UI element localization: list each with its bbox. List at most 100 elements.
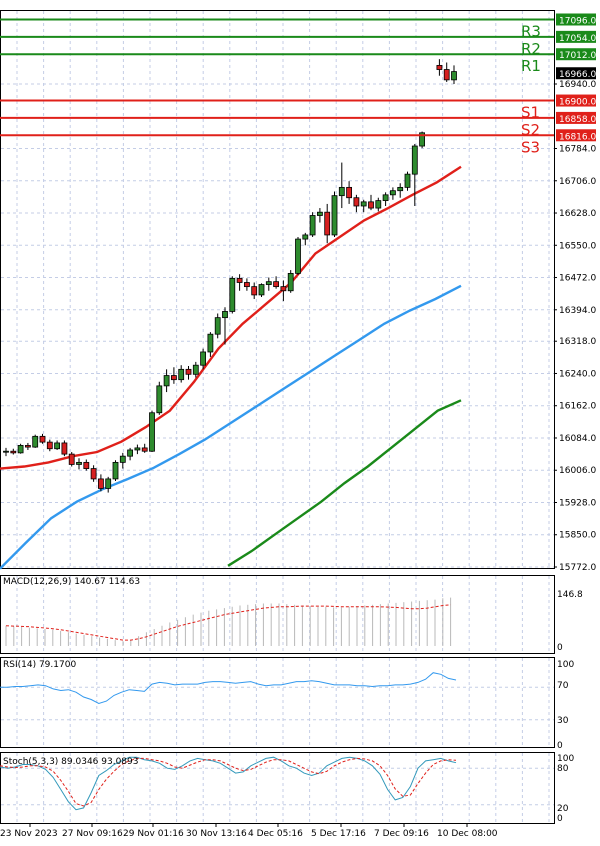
- rsi-scale-30: 30: [557, 716, 569, 726]
- candle-body-2: [17, 445, 24, 454]
- candle-body-60: [451, 71, 457, 81]
- candle-body-27: [200, 351, 207, 366]
- ma-slow-line: [227, 399, 462, 567]
- candle-body-38: [280, 286, 287, 292]
- candle-body-34: [251, 286, 258, 296]
- candle-body-12: [90, 468, 97, 480]
- price-tick-label-1: 16784.0: [559, 145, 596, 155]
- rsi-line: [0, 672, 457, 705]
- candle-body-48: [353, 197, 360, 207]
- candle-body-28: [207, 333, 214, 353]
- candle-body-19: [141, 447, 148, 452]
- price-axis: 16940.0 16784.0 16706.0 16628.0 16550.0 16472…: [554, 67, 596, 573]
- candle-body-20: [149, 412, 155, 452]
- candle-body-47: [346, 186, 353, 199]
- candle-body-23: [170, 375, 177, 381]
- price-tick-label-0: 16940.0: [559, 80, 596, 90]
- stoch-scale-0: 0: [557, 814, 563, 824]
- macd-title: MACD(12,26,9) 140.67 114.63: [3, 577, 140, 587]
- price-tick-label-7: 16318.0: [559, 337, 596, 347]
- candle-body-15: [112, 461, 119, 480]
- macd-scale-zero: 0: [557, 643, 563, 653]
- candle-body-49: [360, 201, 367, 207]
- candle-body-0: [3, 450, 9, 453]
- candle-body-54: [397, 186, 404, 192]
- stoch-scale-20: 20: [557, 804, 569, 814]
- candle-body-40: [295, 238, 301, 274]
- candle-body-13: [98, 478, 104, 489]
- candle-body-30: [222, 311, 228, 319]
- candle-body-35: [258, 284, 265, 296]
- macd-scale-top: 146.8: [557, 590, 583, 600]
- level-name-s3: S3: [521, 138, 540, 156]
- candle-body-7: [54, 442, 60, 450]
- stoch-title: Stoch(5,3,3) 89.0346 93.0893: [3, 757, 138, 767]
- price-tick-label-4: 16550.0: [559, 241, 596, 251]
- price-tick-label-9: 16162.0: [559, 402, 596, 412]
- time-axis: 23 Nov 2023 27 Nov 09:16 29 Nov 01:16 30 No…: [0, 823, 498, 839]
- level-box-r1: [556, 48, 596, 61]
- candle-body-36: [265, 281, 272, 285]
- candle-body-4: [32, 435, 39, 448]
- level-box-s2: [556, 111, 596, 124]
- rsi-scale-100: 100: [557, 660, 574, 670]
- pivot-levels: R317096.0R217054.0R117012.0S116900.0S216…: [0, 13, 596, 156]
- time-label-0: 23 Nov 2023: [0, 829, 58, 839]
- candle-body-17: [127, 449, 133, 457]
- candle-body-50: [368, 201, 374, 209]
- price-tick-label-6: 16394.0: [559, 306, 596, 316]
- candle-body-1: [10, 450, 17, 454]
- stoch-scale-80: 80: [557, 764, 569, 774]
- candle-body-6: [46, 441, 53, 450]
- candle-body-57: [419, 132, 426, 147]
- level-value-s2: 16858.0: [559, 115, 596, 125]
- time-label-6: 7 Dec 09:16: [374, 829, 429, 839]
- current-price-label: 16966.0: [559, 70, 596, 80]
- time-label-4: 4 Dec 05:16: [248, 829, 303, 839]
- candle-body-10: [76, 461, 82, 465]
- time-label-7: 10 Dec 08:00: [437, 829, 498, 839]
- price-tick-label-5: 16472.0: [559, 274, 596, 284]
- time-label-5: 5 Dec 17:16: [311, 829, 366, 839]
- candle-body-5: [39, 435, 46, 443]
- candle-body-26: [192, 364, 199, 375]
- level-value-s1: 16900.0: [559, 98, 596, 108]
- level-value-r2: 17054.0: [559, 34, 596, 44]
- ma-fast-line: [0, 165, 462, 470]
- candles: [3, 59, 457, 493]
- macd-signal-line: [5, 604, 451, 641]
- level-box-r3: [556, 13, 596, 26]
- rsi-panel: [0, 672, 554, 721]
- candle-body-14: [105, 478, 112, 489]
- price-tick-label-12: 15928.0: [559, 498, 596, 508]
- candle-body-44: [324, 211, 331, 236]
- stoch-panel: [0, 756, 554, 811]
- rsi-scale-0: 0: [557, 741, 563, 751]
- price-tick-label-3: 16628.0: [559, 209, 596, 219]
- candle-body-55: [404, 173, 411, 188]
- candle-body-46: [338, 186, 345, 197]
- price-tick-label-10: 16084.0: [559, 434, 596, 444]
- candle-body-8: [61, 442, 68, 455]
- candle-body-21: [156, 385, 163, 414]
- candle-body-25: [185, 368, 192, 375]
- time-label-3: 30 Nov 13:16: [186, 829, 247, 839]
- candle-body-37: [273, 281, 280, 288]
- candle-body-39: [287, 272, 294, 292]
- price-tick-label-14: 15772.0: [559, 563, 596, 573]
- candle-body-59: [443, 69, 450, 81]
- time-label-2: 29 Nov 01:16: [123, 829, 184, 839]
- price-tick-label-11: 16006.0: [559, 466, 596, 476]
- candle-body-53: [389, 190, 396, 196]
- candle-body-33: [243, 282, 250, 288]
- level-value-r1: 17012.0: [559, 51, 596, 61]
- level-name-r1: R1: [521, 57, 541, 75]
- moving-averages: [0, 165, 462, 570]
- ma-mid-line: [0, 284, 462, 570]
- candle-body-51: [375, 200, 382, 209]
- stoch-d-line: [0, 757, 457, 807]
- level-value-r3: 17096.0: [559, 16, 596, 26]
- stoch-scale-100: 100: [557, 754, 574, 764]
- candle-body-52: [382, 194, 389, 202]
